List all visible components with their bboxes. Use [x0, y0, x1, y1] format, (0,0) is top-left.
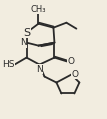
- Text: CH₃: CH₃: [31, 5, 46, 14]
- Text: N: N: [20, 38, 27, 47]
- Text: N: N: [36, 65, 43, 74]
- Text: O: O: [67, 57, 74, 66]
- Text: O: O: [71, 70, 78, 79]
- Text: S: S: [23, 28, 30, 38]
- Text: HS: HS: [2, 60, 15, 69]
